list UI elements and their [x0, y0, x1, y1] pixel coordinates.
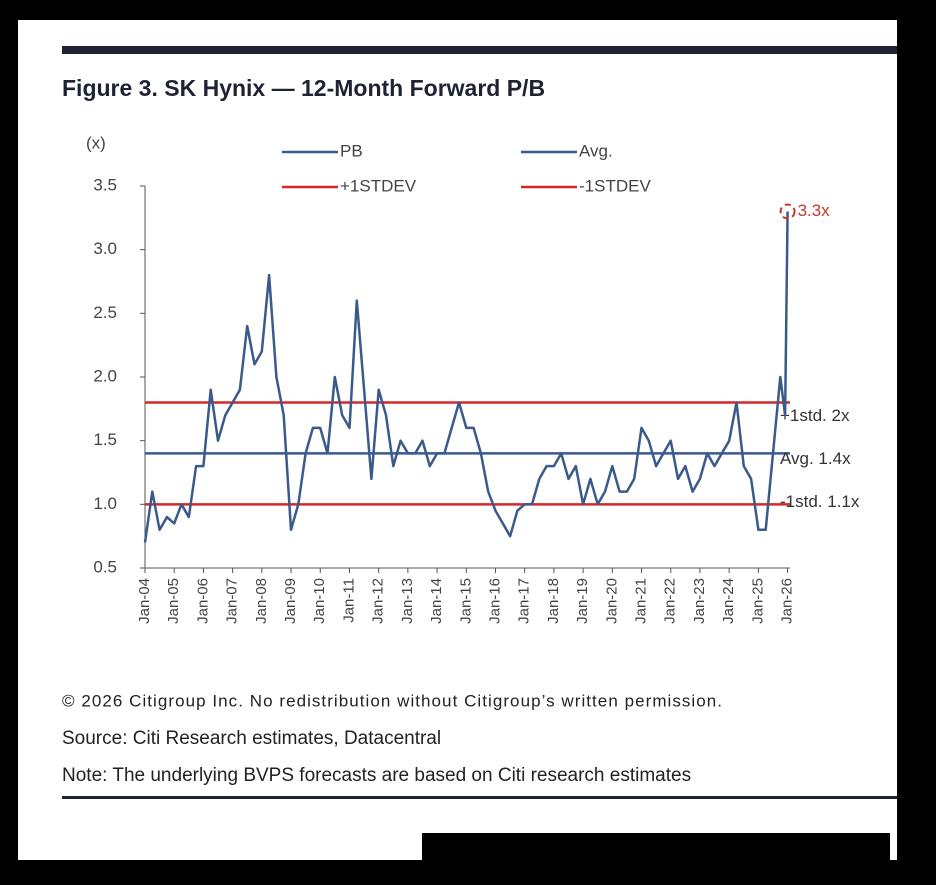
x-tick-label: Jan-12: [370, 578, 387, 624]
x-tick-label: Jan-07: [224, 578, 241, 624]
x-tick-label: Jan-04: [136, 578, 153, 624]
x-tick-label: Jan-23: [691, 578, 708, 624]
x-tick-label: Jan-26: [779, 578, 796, 624]
x-tick-label: Jan-08: [253, 578, 270, 624]
reference-label: Avg. 1.4x: [780, 449, 851, 468]
x-tick-label: Jan-16: [486, 578, 503, 624]
x-tick-label: Jan-24: [720, 578, 737, 624]
x-tick-label: Jan-17: [516, 578, 533, 624]
x-tick-label: Jan-15: [457, 578, 474, 624]
bottom-rule: [62, 796, 897, 799]
legend-label: Avg.: [579, 141, 613, 160]
reference-label: +1std. 2x: [780, 406, 850, 425]
x-tick-label: Jan-09: [282, 578, 299, 624]
legend-label: -1STDEV: [579, 176, 651, 195]
footnote: © 2026 Citigroup Inc. No redistribution …: [62, 691, 722, 710]
x-tick-label: Jan-18: [545, 578, 562, 624]
y-tick-label: 0.5: [93, 557, 117, 576]
legend-label: PB: [340, 141, 363, 160]
x-tick-label: Jan-11: [340, 578, 357, 623]
series-line: [143, 211, 789, 543]
y-tick-label: 3.5: [93, 175, 117, 194]
overlay-box: [422, 833, 890, 885]
legend-label: +1STDEV: [340, 176, 417, 195]
y-tick-label: 2.0: [93, 366, 117, 385]
x-tick-label: Jan-13: [399, 578, 416, 624]
x-tick-label: Jan-22: [662, 578, 679, 624]
x-tick-label: Jan-21: [632, 578, 649, 624]
footnote: Source: Citi Research estimates, Datacen…: [62, 728, 441, 749]
y-axis-label: (x): [86, 133, 106, 152]
y-tick-label: 2.5: [93, 303, 117, 322]
x-tick-label: Jan-25: [749, 578, 766, 624]
x-tick-label: Jan-05: [165, 578, 182, 624]
panel: [18, 20, 897, 860]
x-tick-label: Jan-19: [574, 578, 591, 624]
footnote: Note: The underlying BVPS forecasts are …: [62, 765, 691, 786]
y-tick-label: 1.0: [93, 494, 117, 513]
y-tick-label: 1.5: [93, 430, 117, 449]
annotation-circle: [779, 203, 796, 220]
x-tick-label: Jan-06: [194, 578, 211, 624]
reference-label: -1std. 1.1x: [780, 492, 860, 511]
x-tick-label: Jan-20: [603, 578, 620, 624]
y-tick-label: 3.0: [93, 239, 117, 258]
x-tick-label: Jan-14: [428, 578, 445, 624]
top-rule: [62, 46, 897, 54]
x-tick-label: Jan-10: [311, 578, 328, 624]
annotation: 3.3x: [798, 201, 831, 220]
chart-title: Figure 3. SK Hynix — 12-Month Forward P/…: [62, 75, 545, 101]
